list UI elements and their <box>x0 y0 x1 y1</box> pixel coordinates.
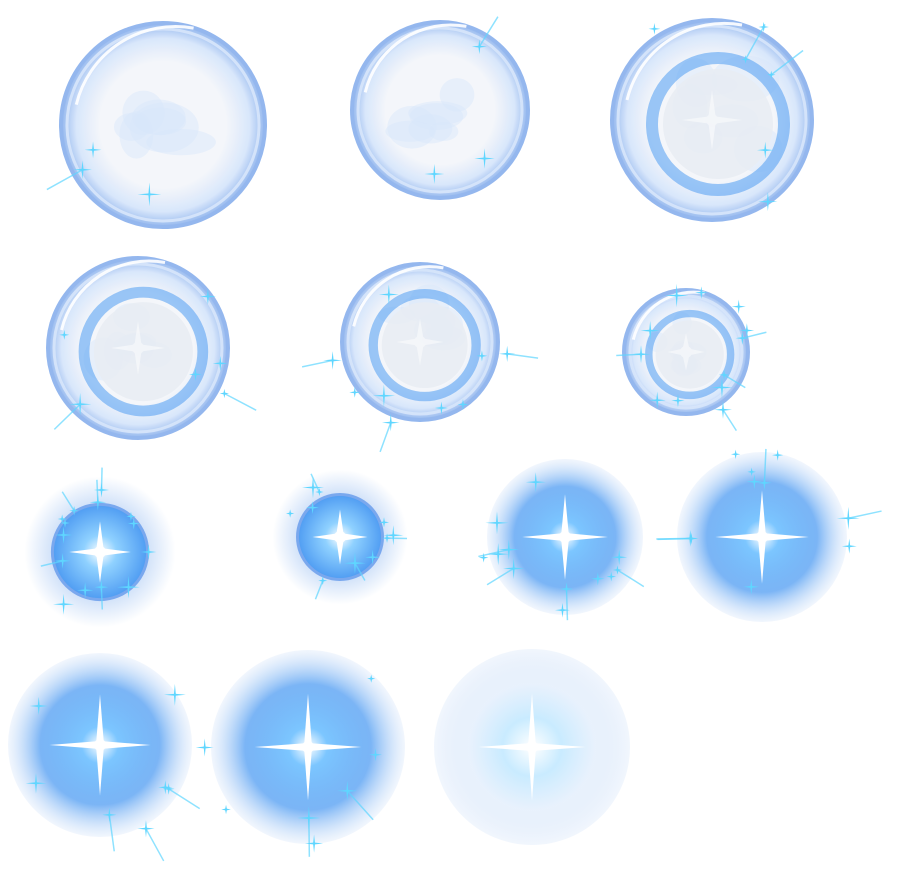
shell-orb-sprite <box>312 0 568 238</box>
orb-frame-13 <box>394 609 670 885</box>
sparkle-icon <box>221 805 231 815</box>
orb-frame-4 <box>8 218 268 478</box>
ringed-orb-sprite <box>8 218 268 478</box>
sparkle-icon <box>302 351 342 370</box>
sparkle-icon <box>649 23 661 35</box>
fading-glow-sprite <box>394 609 670 885</box>
ringed-orb-sprite <box>572 0 852 260</box>
orb-frame-8 <box>250 447 430 627</box>
glow-burst-sprite <box>637 412 887 662</box>
sparkle-icon <box>499 346 538 362</box>
orb-frame-3 <box>572 0 852 260</box>
orb-frame-2 <box>312 0 568 238</box>
energy-core-sprite <box>250 447 430 627</box>
sparkle-icon <box>220 389 257 410</box>
orb-frame-10 <box>637 412 887 662</box>
